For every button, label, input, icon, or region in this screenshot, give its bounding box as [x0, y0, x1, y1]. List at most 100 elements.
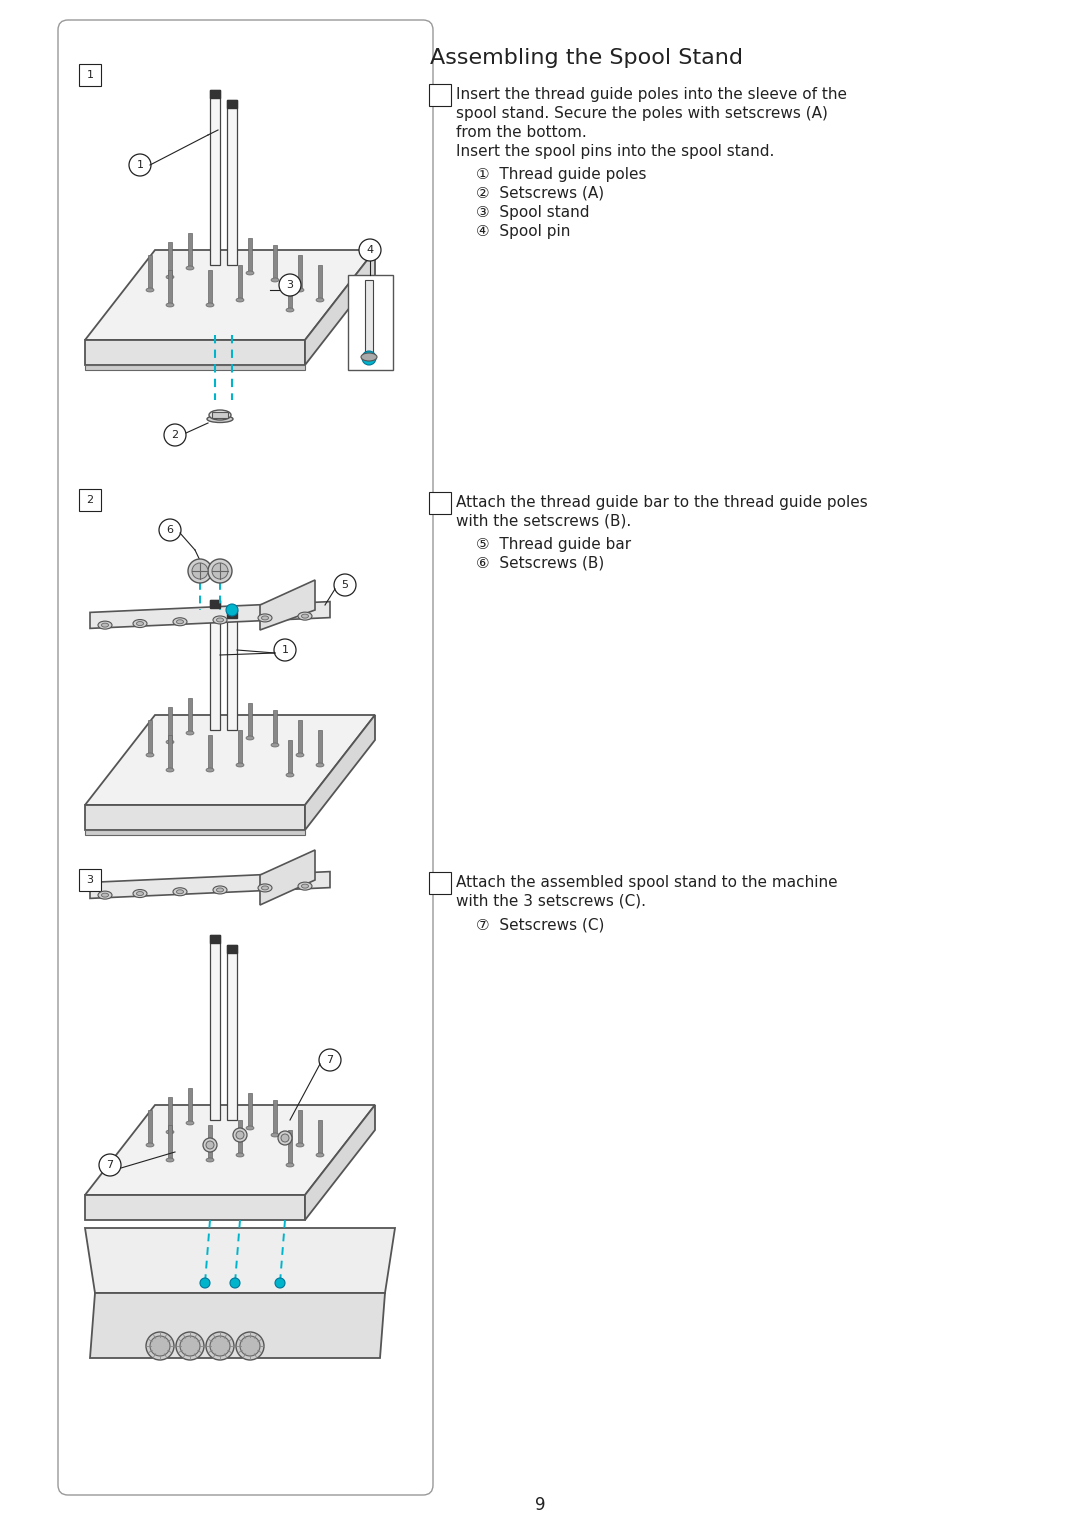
- Circle shape: [279, 274, 301, 296]
- Text: 5: 5: [341, 581, 349, 590]
- Ellipse shape: [166, 1158, 174, 1161]
- Ellipse shape: [301, 885, 309, 888]
- Ellipse shape: [213, 616, 227, 623]
- Text: ⑦  Setscrews (C): ⑦ Setscrews (C): [476, 917, 605, 932]
- Bar: [148, 255, 152, 290]
- Circle shape: [99, 1154, 121, 1177]
- Circle shape: [334, 575, 356, 596]
- Polygon shape: [85, 1229, 395, 1293]
- Polygon shape: [85, 251, 375, 341]
- Ellipse shape: [207, 416, 233, 423]
- Ellipse shape: [261, 886, 269, 889]
- Ellipse shape: [296, 287, 303, 292]
- FancyBboxPatch shape: [429, 872, 451, 894]
- Ellipse shape: [102, 894, 108, 897]
- Bar: [238, 1120, 242, 1155]
- Circle shape: [164, 423, 186, 446]
- Bar: [298, 720, 302, 755]
- Bar: [210, 935, 220, 1120]
- Circle shape: [146, 1332, 174, 1360]
- Bar: [210, 935, 220, 943]
- Ellipse shape: [133, 889, 147, 897]
- Text: 2: 2: [172, 429, 178, 440]
- Circle shape: [278, 1131, 292, 1144]
- Ellipse shape: [102, 623, 108, 626]
- Text: 1: 1: [282, 645, 288, 656]
- Ellipse shape: [173, 617, 187, 626]
- Circle shape: [206, 1141, 214, 1149]
- Polygon shape: [85, 805, 305, 830]
- Ellipse shape: [316, 298, 324, 303]
- Circle shape: [188, 559, 212, 584]
- Text: 1: 1: [86, 70, 94, 79]
- Text: Insert the thread guide poles into the sleeve of the: Insert the thread guide poles into the s…: [456, 87, 847, 102]
- FancyBboxPatch shape: [79, 869, 102, 891]
- Bar: [273, 711, 276, 746]
- Polygon shape: [260, 850, 315, 905]
- Bar: [238, 730, 242, 766]
- Circle shape: [129, 154, 151, 176]
- Bar: [168, 707, 172, 743]
- Text: 9: 9: [535, 1496, 545, 1514]
- Ellipse shape: [98, 891, 112, 898]
- Bar: [288, 275, 292, 310]
- Ellipse shape: [210, 410, 231, 420]
- Ellipse shape: [237, 762, 244, 767]
- Bar: [148, 720, 152, 755]
- FancyBboxPatch shape: [79, 489, 102, 510]
- FancyBboxPatch shape: [429, 84, 451, 105]
- Circle shape: [230, 1277, 240, 1288]
- Bar: [318, 730, 322, 766]
- Ellipse shape: [186, 730, 194, 735]
- Ellipse shape: [176, 889, 184, 894]
- Circle shape: [192, 562, 208, 579]
- Circle shape: [281, 1134, 289, 1141]
- Ellipse shape: [176, 620, 184, 623]
- Circle shape: [206, 1332, 234, 1360]
- Ellipse shape: [166, 740, 174, 744]
- Circle shape: [180, 1335, 200, 1355]
- FancyBboxPatch shape: [58, 20, 433, 1494]
- Ellipse shape: [186, 1122, 194, 1125]
- Ellipse shape: [361, 353, 377, 361]
- Text: with the 3 setscrews (C).: with the 3 setscrews (C).: [456, 894, 646, 909]
- Bar: [248, 703, 252, 738]
- Text: spool stand. Secure the poles with setscrews (A): spool stand. Secure the poles with setsc…: [456, 105, 828, 121]
- Circle shape: [226, 604, 238, 616]
- Bar: [188, 1088, 192, 1123]
- Polygon shape: [305, 251, 375, 365]
- Text: 2: 2: [86, 495, 94, 504]
- Polygon shape: [90, 602, 330, 628]
- Polygon shape: [85, 715, 375, 805]
- Ellipse shape: [298, 613, 312, 620]
- Ellipse shape: [246, 736, 254, 740]
- FancyBboxPatch shape: [79, 64, 102, 86]
- Ellipse shape: [206, 769, 214, 772]
- Ellipse shape: [173, 888, 187, 895]
- Text: 2: 2: [436, 498, 444, 507]
- Text: ②  Setscrews (A): ② Setscrews (A): [476, 186, 604, 202]
- Ellipse shape: [146, 287, 154, 292]
- Bar: [168, 241, 172, 277]
- Text: ①  Thread guide poles: ① Thread guide poles: [476, 167, 647, 182]
- Polygon shape: [85, 341, 305, 365]
- Text: 3: 3: [436, 879, 444, 888]
- Text: ④  Spool pin: ④ Spool pin: [476, 225, 570, 238]
- Bar: [227, 99, 237, 264]
- Ellipse shape: [133, 619, 147, 628]
- Bar: [273, 1100, 276, 1135]
- Circle shape: [159, 520, 181, 541]
- Text: 7: 7: [107, 1160, 113, 1170]
- Ellipse shape: [316, 762, 324, 767]
- Bar: [168, 270, 172, 306]
- Ellipse shape: [271, 1132, 279, 1137]
- Circle shape: [212, 562, 228, 579]
- Ellipse shape: [237, 1154, 244, 1157]
- Bar: [212, 413, 228, 419]
- FancyBboxPatch shape: [429, 492, 451, 513]
- Polygon shape: [85, 1195, 305, 1219]
- Circle shape: [319, 1050, 341, 1071]
- Bar: [365, 280, 373, 354]
- Text: ⑥  Setscrews (B): ⑥ Setscrews (B): [476, 556, 604, 571]
- Polygon shape: [305, 1105, 375, 1219]
